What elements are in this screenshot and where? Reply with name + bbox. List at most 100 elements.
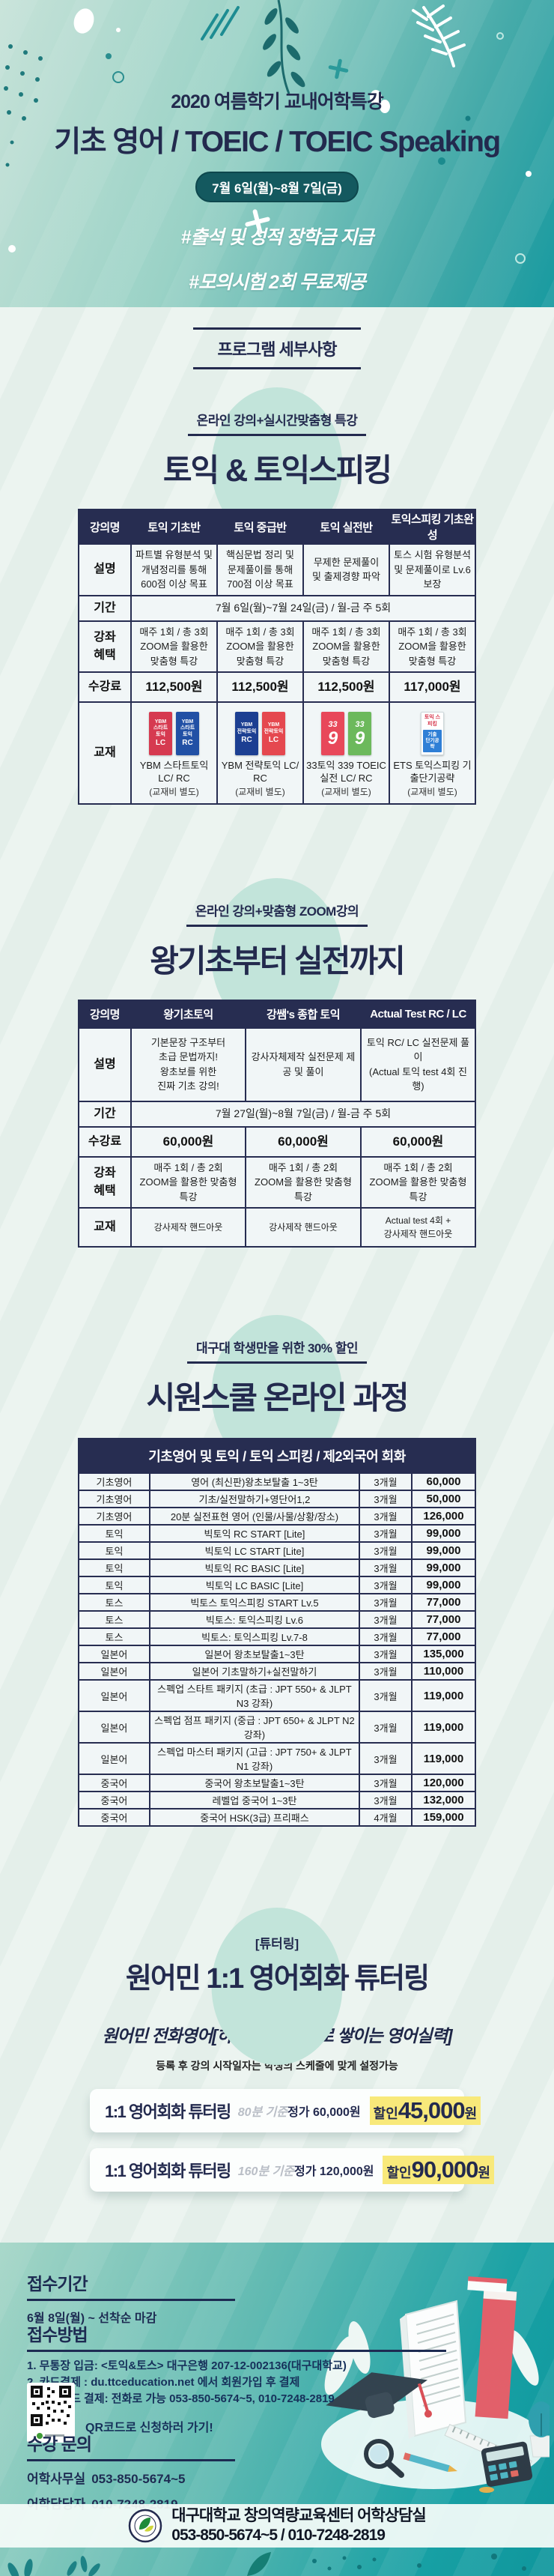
table-header-row: 기초영어 및 토익 / 토익 스피킹 / 제2외국어 회화 bbox=[77, 1438, 477, 1475]
hero-decoration bbox=[4, 0, 532, 264]
course-duration: 3개월 bbox=[358, 1541, 413, 1561]
course-name: 중국어 왕초보탈출1~3탄 bbox=[148, 1774, 360, 1793]
qr-block: QR코드로 신청하러 가기! bbox=[27, 2383, 213, 2443]
course-name: 기초/실전말하기+영단어1,2 bbox=[148, 1490, 360, 1509]
palm-leaf-decor bbox=[412, 4, 466, 67]
course-price: 99,000 bbox=[410, 1576, 477, 1595]
textbook-cell: 강사제작 핸드아웃 bbox=[245, 1207, 362, 1248]
course-name: 스펙업 마스터 패키지 (고급 : JPT 750+ & JLPT N1 강좌) bbox=[148, 1742, 360, 1776]
course-description: 토스 시험 유형분석 및 문제풀이로 Lv.6보장 bbox=[389, 543, 476, 596]
course-category: 토익 bbox=[77, 1558, 150, 1578]
course-price: 50,000 bbox=[410, 1490, 477, 1509]
program-details-section: 프로그램 세부사항 온라인 강의+실시간맞춤형 특강 토익 & 토익스피킹 강의… bbox=[0, 307, 554, 2569]
course-price: 119,000 bbox=[410, 1742, 477, 1776]
siwon-course-table: 기초영어 및 토익 / 토익 스피킹 / 제2외국어 회화 기초영어 영어 (최신… bbox=[77, 1438, 477, 1827]
course-category: 토익 bbox=[77, 1524, 150, 1544]
course-name: 빅토익 LC START [Lite] bbox=[148, 1541, 360, 1561]
university-logo bbox=[129, 2509, 162, 2543]
course-benefit: 매주 1회 / 총 3회 ZOOM을 활용한 맞춤형 특강 bbox=[302, 620, 390, 673]
course-name: 중국어 HSK(3급) 프리패스 bbox=[148, 1808, 360, 1827]
course-row: 기초영어 20분 실전표현 영어 (인물/사물/상황/장소) 3개월 126,000 bbox=[77, 1507, 477, 1526]
description-row: 설명 파트별 유형분석 및 개념정리를 통해 600점 이상 목표 핵심문법 정… bbox=[78, 543, 476, 596]
course-name: 빅토익 LC BASIC [Lite] bbox=[148, 1576, 360, 1595]
course-duration: 3개월 bbox=[358, 1774, 413, 1793]
course-category: 중국어 bbox=[77, 1808, 150, 1827]
column-header: 강의명 bbox=[78, 509, 132, 545]
section-zoom-header: 온라인 강의+맞춤형 ZOOM강의 왕기초부터 실전까지 bbox=[0, 877, 554, 1035]
course-duration: 3개월 bbox=[358, 1742, 413, 1776]
tutoring-course-name: 1:1 영어회화 튜터링 bbox=[105, 2102, 231, 2122]
course-name: 빅토스: 토익스피킹 Lv.7-8 bbox=[148, 1627, 360, 1647]
textbook-cell: 토익 스피킹 기출 단기공략 ETS 토익스피킹 기출단기공략 (교재비 별도) bbox=[389, 701, 476, 805]
textbook-cell: YBM 전략토익 RC YBM 전략토익 LC YBM 전략토익 LC/ RC (교… bbox=[216, 701, 304, 805]
textbook-caption: 33토익 339 TOEIC 실전 LC/ RC bbox=[306, 760, 386, 784]
course-price: 77,000 bbox=[410, 1593, 477, 1612]
section-toeic-title: 토익 & 토익스피킹 bbox=[162, 453, 392, 488]
course-row: 토스 빅토스: 토익스피킹 Lv.7-8 3개월 77,000 bbox=[77, 1627, 477, 1647]
course-category: 토스 bbox=[77, 1593, 150, 1612]
benefit-row: 강좌 혜택 매주 1회 / 총 2회 ZOOM을 활용한 맞춤형 특강 매주 1… bbox=[78, 1155, 476, 1209]
inquiry-label: 어학사무실 bbox=[27, 2472, 86, 2486]
siwon-table-title: 기초영어 및 토익 / 토익 스피킹 / 제2외국어 회화 bbox=[77, 1438, 477, 1475]
table-header-row: 강의명 토익 기초반 토익 중급반 토익 실전반 토익스피킹 기초완성 bbox=[78, 509, 476, 545]
course-price: 159,000 bbox=[410, 1808, 477, 1827]
row-label: 교재 bbox=[78, 701, 132, 805]
book-cover: 33 9 bbox=[321, 712, 344, 755]
course-row: 토익 빅토익 LC START [Lite] 3개월 99,000 bbox=[77, 1541, 477, 1561]
tutoring-sale-price: 할인 45,000 원 bbox=[369, 2096, 481, 2126]
rule bbox=[27, 2350, 446, 2352]
tutoring-title: 원어민 1:1 영어회화 튜터링 bbox=[125, 1963, 430, 1995]
branch-leaf-decor bbox=[263, 0, 305, 94]
course-name: 일본어 기초말하기+실전말하기 bbox=[148, 1662, 360, 1681]
row-label: 설명 bbox=[78, 1027, 132, 1102]
course-duration: 3개월 bbox=[358, 1711, 413, 1744]
course-row: 기초영어 영어 (최신판)왕초보탈출 1~3탄 3개월 60,000 bbox=[77, 1472, 477, 1492]
textbook-note: (교재비 별도) bbox=[149, 786, 199, 797]
course-name: 빅토익 RC START [Lite] bbox=[148, 1524, 360, 1544]
row-label: 강좌 혜택 bbox=[78, 1155, 132, 1209]
course-row: 토스 빅토스: 토익스피킹 Lv.6 3개월 77,000 bbox=[77, 1610, 477, 1630]
course-category: 기초영어 bbox=[77, 1472, 150, 1492]
course-name: 스펙업 점프 패키지 (중급 : JPT 650+ & JLPT N2 강좌) bbox=[148, 1711, 360, 1744]
course-row: 중국어 중국어 왕초보탈출1~3탄 3개월 120,000 bbox=[77, 1774, 477, 1793]
row-label: 기간 bbox=[78, 594, 132, 622]
course-fee: 117,000원 bbox=[389, 671, 476, 703]
course-benefit: 매주 1회 / 총 3회 ZOOM을 활용한 맞춤형 특강 bbox=[130, 620, 218, 673]
textbook-row: 교재 YBM 스타트 토익 LC YBM 스타트 토익 RC YBM 스타트토익 L… bbox=[78, 701, 476, 805]
tutoring-card: 1:1 영어회화 튜터링 80분 기준 정가 60,000원 할인 45,000… bbox=[90, 2089, 481, 2133]
course-fee: 112,500원 bbox=[302, 671, 390, 703]
period-row: 기간 7월 27일(월)~8월 7일(금) / 월-금 주 5회 bbox=[78, 1100, 476, 1128]
course-price: 119,000 bbox=[410, 1711, 477, 1744]
event-title: 기초 영어 / TOEIC / TOEIC Speaking bbox=[54, 126, 501, 158]
course-row: 중국어 레벨업 중국어 1~3탄 3개월 132,000 bbox=[77, 1791, 477, 1810]
course-price: 99,000 bbox=[410, 1524, 477, 1544]
course-price: 77,000 bbox=[410, 1627, 477, 1647]
org-name: 대구대학교 창의역량교육센터 어학상담실 bbox=[171, 2506, 426, 2524]
apply-method-block: 접수방법 1. 무통장 입금: <토익&토스> 대구은행 207-12-0021… bbox=[27, 2320, 446, 2407]
hashtag-mock-test: #모의시험 2회 무료제공 bbox=[189, 272, 366, 293]
course-duration: 3개월 bbox=[358, 1524, 413, 1544]
course-duration: 3개월 bbox=[358, 1593, 413, 1612]
column-header: 토익스피킹 기초완성 bbox=[389, 509, 476, 545]
course-description: 무제한 문제풀이 및 출제경향 파악 bbox=[302, 543, 390, 596]
tutoring-tag: [튜터링] bbox=[255, 1937, 299, 1952]
event-kicker: 2020 여름학기 교내어학특강 bbox=[171, 91, 384, 112]
course-duration: 3개월 bbox=[358, 1645, 413, 1664]
course-price: 110,000 bbox=[410, 1662, 477, 1681]
footer-section: 접수기간 6월 8일(월) ~ 선착순 마감 접수방법 1. 무통장 입금: <… bbox=[0, 2243, 554, 2576]
course-duration: 3개월 bbox=[358, 1627, 413, 1647]
column-header: 토익 기초반 bbox=[130, 509, 218, 545]
course-name: 20분 실전표현 영어 (인물/사물/상황/장소) bbox=[148, 1507, 360, 1526]
textbook-row: 교재 강사제작 핸드아웃 강사제작 핸드아웃 Actual test 4회 + … bbox=[78, 1207, 476, 1248]
tutoring-card: 1:1 영어회화 튜터링 160분 기준 정가 120,000원 할인 90,0… bbox=[90, 2148, 494, 2192]
course-period: 7월 6일(월)~7월 24일(금) / 월-금 주 5회 bbox=[130, 594, 476, 622]
textbook-note: (교재비 별도) bbox=[321, 786, 371, 797]
course-price: 99,000 bbox=[410, 1558, 477, 1578]
course-category: 토익 bbox=[77, 1541, 150, 1561]
rule bbox=[27, 2459, 235, 2461]
course-description: 핵심문법 정리 및 문제풀이를 통해 700점 이상 목표 bbox=[216, 543, 304, 596]
course-price: 60,000 bbox=[410, 1472, 477, 1492]
apply-method-title: 접수방법 bbox=[27, 2325, 88, 2344]
program-details-divider: 프로그램 세부사항 bbox=[193, 327, 361, 369]
course-row: 토익 빅토익 RC BASIC [Lite] 3개월 99,000 bbox=[77, 1558, 477, 1578]
